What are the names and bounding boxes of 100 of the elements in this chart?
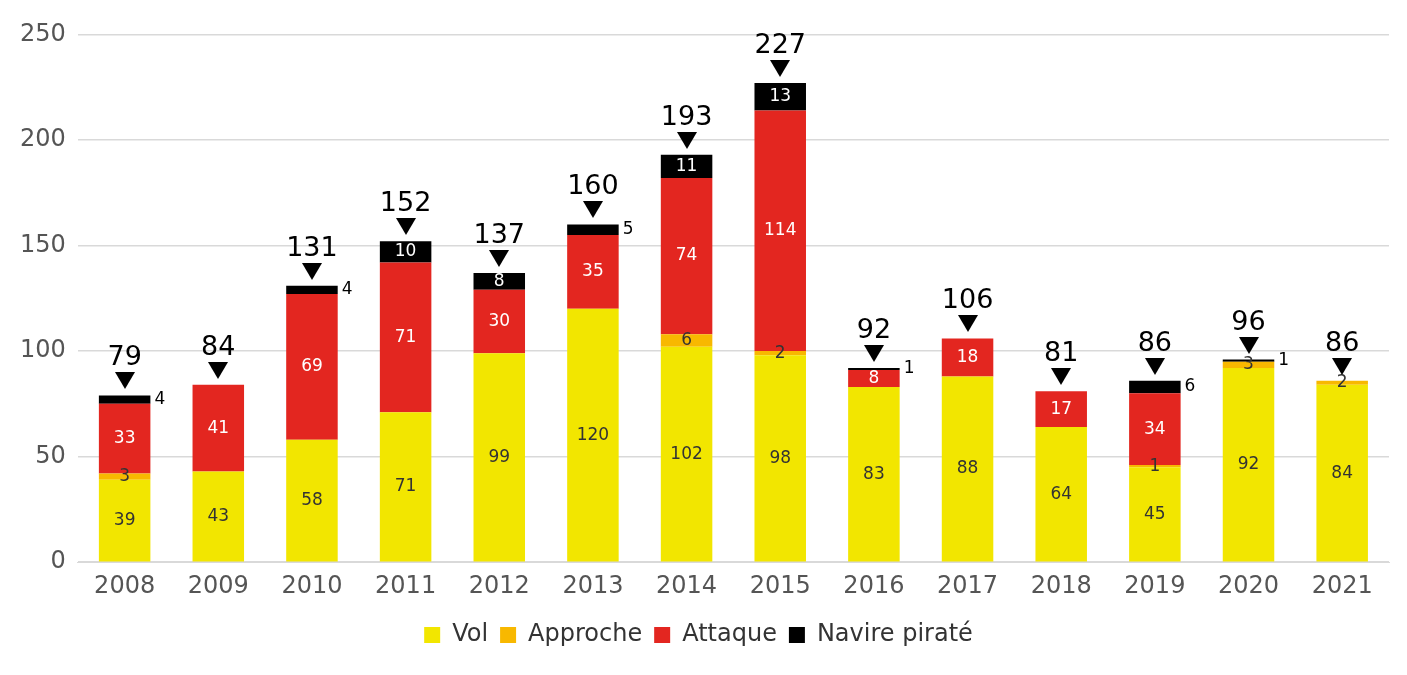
x-tick-label: 2017 xyxy=(937,570,999,599)
total-label: 131 xyxy=(286,230,338,262)
data-label: 1 xyxy=(1278,349,1290,369)
bar xyxy=(98,395,151,404)
x-tick-label: 2009 xyxy=(187,570,249,599)
y-tick-label: 0 xyxy=(50,546,66,575)
data-label: 102 xyxy=(670,442,703,463)
bar xyxy=(1035,391,1087,428)
total-label: 79 xyxy=(107,340,142,372)
y-tick-label: 50 xyxy=(35,440,66,469)
data-label: 34 xyxy=(1144,417,1166,438)
data-label: 1 xyxy=(903,357,915,378)
data-label: 17 xyxy=(1050,397,1073,418)
total-label: 152 xyxy=(379,186,432,218)
x-tick-label: 2014 xyxy=(656,570,718,599)
bar xyxy=(567,224,619,235)
x-tick-label: 2011 xyxy=(375,570,437,599)
bar xyxy=(848,367,900,371)
total-label: 227 xyxy=(754,27,807,59)
bar xyxy=(1222,367,1275,562)
y-tick-label: 200 xyxy=(20,124,66,153)
data-label: 88 xyxy=(956,457,979,478)
total-label: 137 xyxy=(473,217,526,249)
data-label: 41 xyxy=(207,416,230,437)
y-tick-label: 150 xyxy=(20,229,66,258)
bar xyxy=(379,262,432,413)
data-label: 18 xyxy=(956,345,979,366)
x-tick-label: 2015 xyxy=(749,570,811,599)
total-label: 193 xyxy=(660,99,713,131)
y-tick-label: 100 xyxy=(20,335,66,364)
data-label: 69 xyxy=(301,355,323,376)
data-label: 4 xyxy=(341,278,353,299)
bar xyxy=(192,384,245,472)
y-tick-label: 250 xyxy=(20,18,66,47)
data-label: 45 xyxy=(1144,502,1166,523)
data-label: 10 xyxy=(394,240,417,261)
x-tick-label: 2018 xyxy=(1030,570,1092,599)
x-tick-label: 2013 xyxy=(562,570,624,599)
x-tick-label: 2010 xyxy=(281,570,343,599)
bar xyxy=(379,412,432,562)
data-label: 35 xyxy=(582,260,604,281)
bar xyxy=(192,471,245,562)
total-label: 84 xyxy=(201,329,236,361)
data-label: 33 xyxy=(113,427,136,448)
x-tick-label: 2019 xyxy=(1124,570,1186,599)
data-label: 8 xyxy=(868,366,880,387)
legend-label: Vol xyxy=(452,619,489,648)
x-tick-label: 2016 xyxy=(843,570,905,599)
data-label: 64 xyxy=(1050,482,1073,503)
data-label: 114 xyxy=(764,219,797,240)
bar xyxy=(286,285,338,295)
data-label: 99 xyxy=(488,445,511,466)
total-label: 106 xyxy=(941,283,994,315)
bar xyxy=(660,346,713,562)
bar xyxy=(1035,427,1087,562)
x-tick-label: 2020 xyxy=(1217,570,1280,599)
bar xyxy=(848,370,900,387)
x-tick-label: 2008 xyxy=(94,570,156,599)
bar xyxy=(754,82,806,111)
data-label: 13 xyxy=(769,85,792,106)
total-label: 81 xyxy=(1044,336,1079,368)
data-label: 30 xyxy=(488,309,511,330)
data-label: 43 xyxy=(207,504,230,525)
data-label: 98 xyxy=(769,446,792,467)
legend-label: Navire piraté xyxy=(816,619,973,648)
x-tick-label: 2021 xyxy=(1311,570,1373,599)
total-label: 86 xyxy=(1324,325,1360,357)
bar xyxy=(286,439,338,562)
bar xyxy=(473,289,526,354)
data-label: 84 xyxy=(1331,461,1353,482)
data-label: 5 xyxy=(622,218,634,239)
data-label: 83 xyxy=(863,462,885,483)
bar xyxy=(567,234,619,309)
bar xyxy=(941,338,994,377)
bar xyxy=(286,294,338,440)
data-label: 71 xyxy=(394,475,417,496)
bar xyxy=(848,386,900,562)
total-label: 96 xyxy=(1231,304,1266,336)
data-label: 6 xyxy=(1184,375,1196,396)
data-label: 39 xyxy=(113,509,136,530)
bar xyxy=(98,479,151,562)
data-label: 6 xyxy=(681,328,692,349)
data-label: 8 xyxy=(493,269,505,290)
total-label: 86 xyxy=(1137,325,1173,357)
legend-label: Attaque xyxy=(682,619,777,648)
bar xyxy=(567,308,619,562)
data-label: 58 xyxy=(301,489,323,510)
data-label: 74 xyxy=(675,244,698,265)
bar xyxy=(1129,380,1181,394)
data-label: 71 xyxy=(394,325,417,346)
data-label: 4 xyxy=(154,388,166,409)
data-label: 92 xyxy=(1237,453,1260,474)
data-label: 120 xyxy=(576,423,610,444)
bar xyxy=(941,376,994,562)
x-tick-label: 2012 xyxy=(468,570,530,599)
bar xyxy=(473,353,526,562)
legend-label: Approche xyxy=(528,619,643,648)
data-label: 11 xyxy=(675,154,698,175)
bar xyxy=(660,334,713,347)
bar xyxy=(473,272,526,290)
